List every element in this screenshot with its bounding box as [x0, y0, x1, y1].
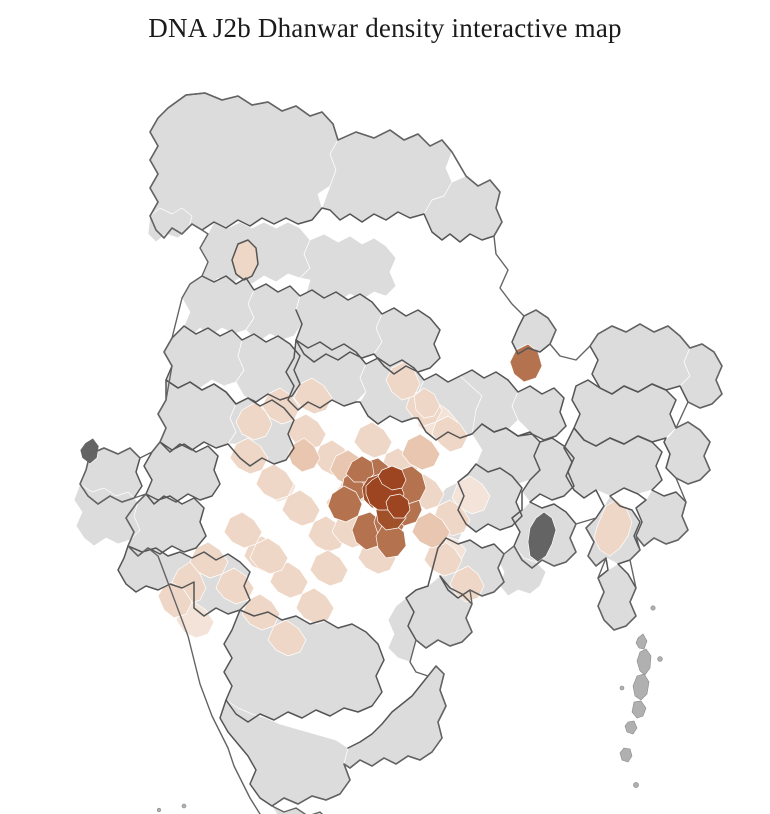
map-canvas[interactable] [0, 48, 770, 814]
country-outline [79, 92, 723, 814]
districts-level-7[interactable] [365, 465, 411, 519]
lakshadweep-islands [156, 803, 187, 813]
page-title: DNA J2b Dhanwar density interactive map [148, 13, 622, 43]
india-choropleth-map[interactable] [0, 48, 770, 814]
districts-no-data[interactable] [73, 92, 723, 814]
dark-coastal-patch [79, 437, 557, 563]
andaman-nicobar-islands [619, 605, 664, 814]
